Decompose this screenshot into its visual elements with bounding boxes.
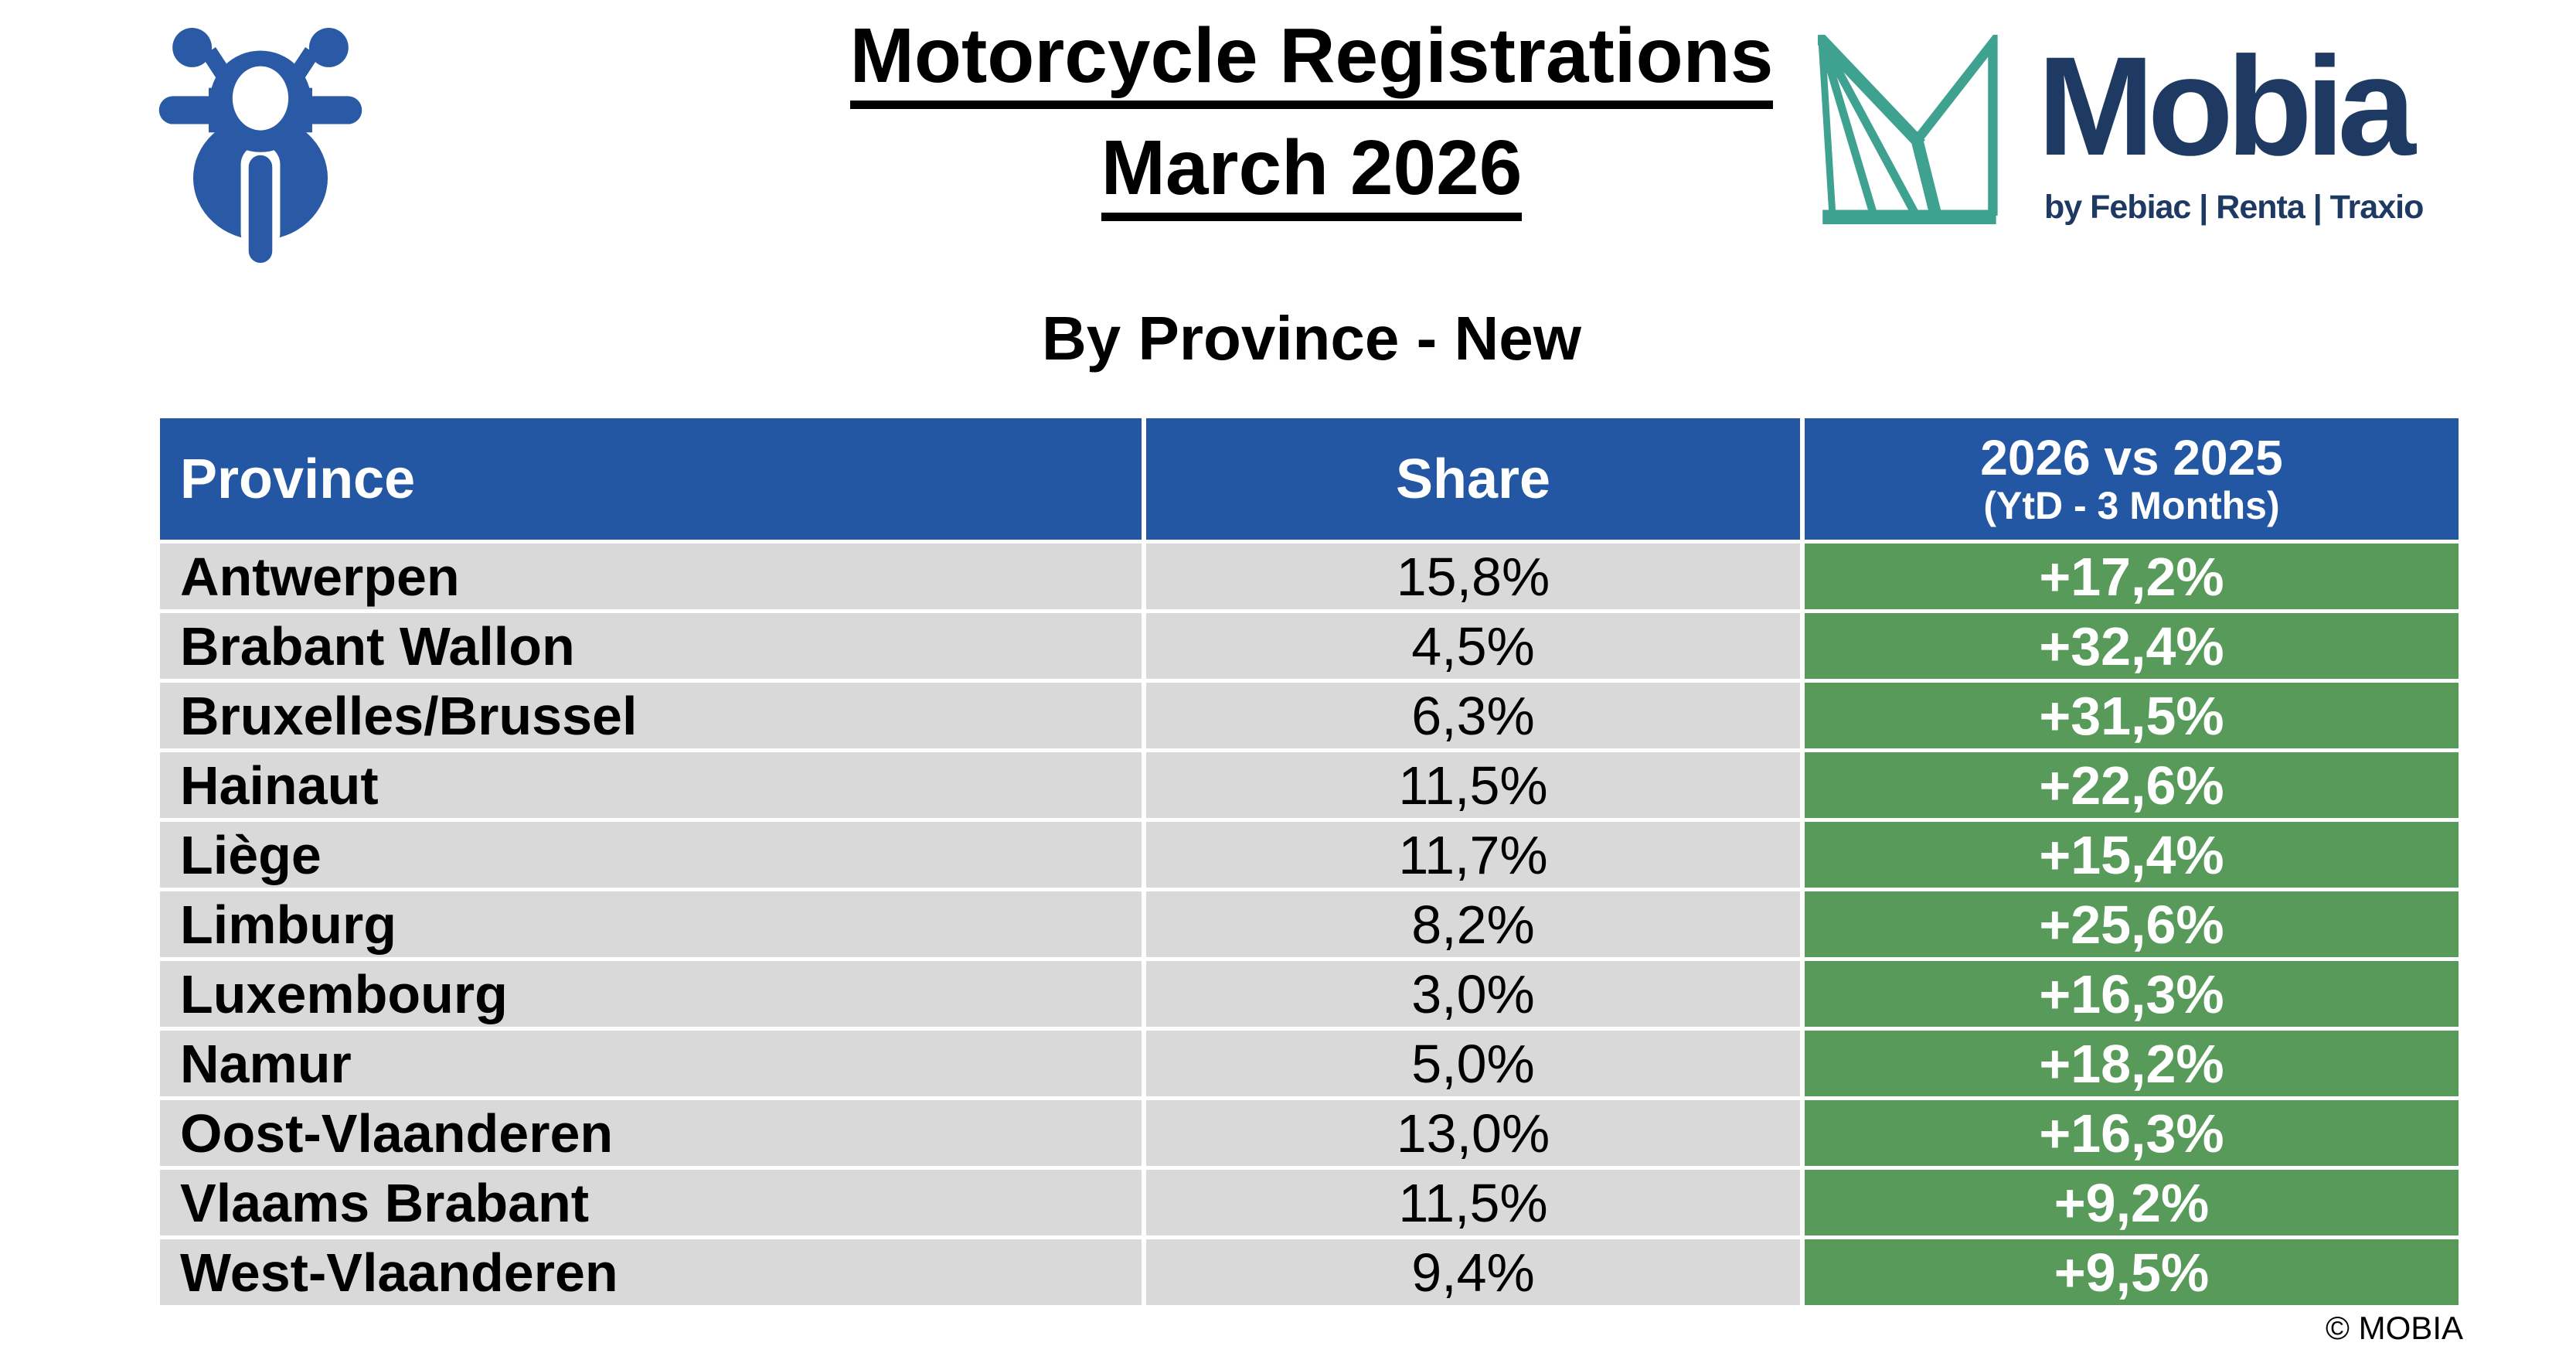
left-mirror [172,28,213,67]
column-header-comparison: 2026 vs 2025 (YtD - 3 Months) [1805,418,2459,540]
share-value-cell: 9,4% [1146,1239,1800,1305]
province-name-cell: Antwerpen [160,544,1142,609]
change-value-cell: +16,3% [1805,1100,2459,1166]
title-line-1: Motorcycle Registrations [160,17,2463,109]
province-name-cell: Oost-Vlaanderen [160,1100,1142,1166]
share-value-cell: 11,7% [1146,822,1800,888]
change-value-cell: +9,2% [1805,1170,2459,1235]
mobia-tagline: by Febiac | Renta | Traxio [2044,189,2424,226]
mobia-brand-text: Mobia [2037,27,2416,185]
share-value-cell: 11,5% [1146,1170,1800,1235]
province-name-cell: Vlaams Brabant [160,1170,1142,1235]
change-value-cell: +18,2% [1805,1031,2459,1096]
province-name-cell: Liège [160,822,1142,888]
section-subtitle: By Province - New [1041,304,1581,373]
comparison-header-line1: 2026 vs 2025 [1980,429,2283,486]
province-name-cell: Hainaut [160,752,1142,818]
column-header-province: Province [160,418,1142,540]
province-name-cell: West-Vlaanderen [160,1239,1142,1305]
change-value-cell: +15,4% [1805,822,2459,888]
change-value-cell: +22,6% [1805,752,2459,818]
change-value-cell: +25,6% [1805,891,2459,957]
page-title: Motorcycle Registrations March 2026 [160,17,2463,241]
right-mirror [308,28,349,67]
mobia-logo-mark-icon [1818,35,1998,225]
share-value-cell: 15,8% [1146,544,1800,609]
share-value-cell: 4,5% [1146,613,1800,679]
share-value-cell: 3,0% [1146,961,1800,1027]
province-name-cell: Namur [160,1031,1142,1096]
comparison-header-line2: (YtD - 3 Months) [1983,484,2280,528]
copyright-notice: © MOBIA [2326,1310,2463,1346]
change-value-cell: +16,3% [1805,961,2459,1027]
share-value-cell: 13,0% [1146,1100,1800,1166]
province-name-cell: Brabant Wallon [160,613,1142,679]
change-value-cell: +17,2% [1805,544,2459,609]
share-value-cell: 6,3% [1146,683,1800,748]
change-value-cell: +31,5% [1805,683,2459,748]
change-value-cell: +32,4% [1805,613,2459,679]
province-name-cell: Luxembourg [160,961,1142,1027]
title-line-2: March 2026 [160,129,2463,221]
share-value-cell: 11,5% [1146,752,1800,818]
motorcycle-icon [158,28,362,263]
share-value-cell: 8,2% [1146,891,1800,957]
province-name-cell: Bruxelles/Brussel [160,683,1142,748]
province-name-cell: Limburg [160,891,1142,957]
change-value-cell: +9,5% [1805,1239,2459,1305]
share-value-cell: 5,0% [1146,1031,1800,1096]
province-table: Province Share 2026 vs 2025 (YtD - 3 Mon… [160,418,2459,1305]
column-header-share: Share [1146,418,1800,540]
